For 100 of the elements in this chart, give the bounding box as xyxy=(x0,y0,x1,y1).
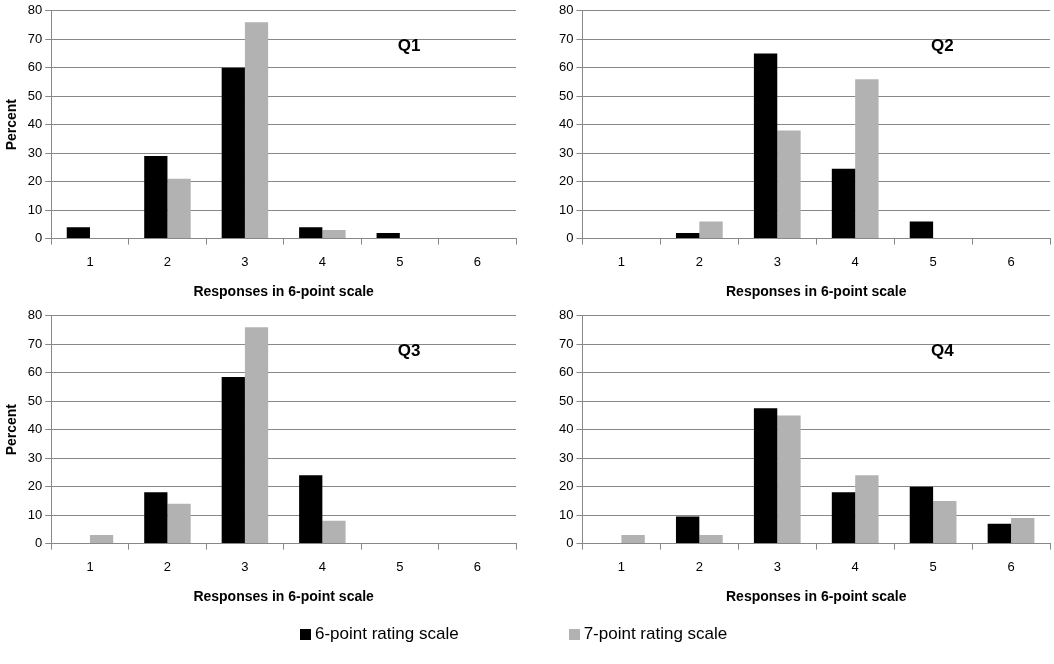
x-tick-label: 1 xyxy=(617,253,626,269)
y-tick-label: 30 xyxy=(558,144,574,160)
y-tick-label: 10 xyxy=(27,506,43,522)
bar xyxy=(987,523,1012,544)
bar xyxy=(144,492,168,544)
y-tick-label: 40 xyxy=(27,116,43,132)
y-tick-label: 40 xyxy=(27,421,43,437)
y-tick-label: 0 xyxy=(35,230,43,246)
y-tick-label: 0 xyxy=(35,535,43,551)
x-tick-label: 3 xyxy=(773,558,781,574)
x-tick-label: 1 xyxy=(86,253,94,269)
y-tick-label: 60 xyxy=(558,59,574,75)
x-tick-label: 2 xyxy=(163,253,172,269)
y-tick-label: 40 xyxy=(558,421,574,437)
y-tick-label: 80 xyxy=(27,2,43,18)
bar xyxy=(909,486,934,544)
bar xyxy=(244,22,269,239)
bar xyxy=(1011,517,1035,544)
y-tick-label: 50 xyxy=(558,392,574,408)
y-tick-label: 10 xyxy=(558,201,574,217)
annotation: Q4 xyxy=(931,340,955,360)
x-tick-label: 2 xyxy=(695,558,703,574)
y-tick-label: 70 xyxy=(27,335,43,351)
legend-label: 7-point rating scale xyxy=(583,624,728,644)
bar xyxy=(675,516,700,544)
bar xyxy=(777,130,801,239)
annotation: Q2 xyxy=(931,35,954,55)
y-tick-label: 80 xyxy=(558,307,574,323)
bar xyxy=(831,492,856,544)
x-tick-label: 5 xyxy=(396,253,404,269)
y-tick-label: 20 xyxy=(27,173,43,189)
x-axis-title: Responses in 6-point scale xyxy=(193,283,375,300)
y-tick-label: 30 xyxy=(558,449,574,465)
bar xyxy=(66,227,90,239)
y-tick-label: 20 xyxy=(27,478,43,494)
y-tick-label: 50 xyxy=(27,87,43,103)
y-tick-label: 50 xyxy=(27,392,43,408)
y-tick-label: 80 xyxy=(558,2,574,18)
y-tick-label: 10 xyxy=(27,201,43,217)
x-tick-label: 6 xyxy=(1007,558,1015,574)
bar xyxy=(299,227,323,239)
bar xyxy=(753,53,778,239)
annotation: Q3 xyxy=(397,340,421,360)
x-tick-label: 4 xyxy=(851,558,859,574)
y-tick-label: 70 xyxy=(558,30,574,46)
y-tick-label: 30 xyxy=(27,449,43,465)
y-axis-title: Percent xyxy=(3,403,20,456)
bar xyxy=(753,408,778,544)
y-tick-label: 50 xyxy=(558,87,574,103)
x-axis-title: Responses in 6-point scale xyxy=(725,283,907,300)
bar xyxy=(621,535,645,544)
x-tick-label: 3 xyxy=(241,253,249,269)
bar xyxy=(376,232,400,239)
x-tick-label: 3 xyxy=(773,253,781,269)
bar xyxy=(675,232,700,239)
bar xyxy=(244,327,269,544)
bar xyxy=(831,168,856,239)
x-tick-label: 5 xyxy=(929,558,937,574)
bar xyxy=(322,230,346,239)
bar xyxy=(221,377,245,544)
x-tick-label: 3 xyxy=(241,558,249,574)
x-tick-label: 5 xyxy=(929,253,937,269)
y-tick-label: 30 xyxy=(27,144,43,160)
x-tick-label: 4 xyxy=(318,558,326,574)
x-tick-label: 1 xyxy=(617,558,626,574)
y-tick-label: 20 xyxy=(558,173,574,189)
bar xyxy=(933,500,957,544)
bar xyxy=(699,221,723,239)
y-tick-label: 20 xyxy=(558,478,574,494)
y-tick-label: 10 xyxy=(558,506,574,522)
bar xyxy=(299,475,323,544)
annotation: Q1 xyxy=(397,35,421,55)
y-tick-label: 70 xyxy=(558,335,574,351)
bar xyxy=(855,475,879,544)
y-tick-label: 60 xyxy=(558,364,574,380)
x-tick-label: 2 xyxy=(695,253,703,269)
legend-label: 6-point rating scale xyxy=(315,624,459,644)
y-tick-label: 0 xyxy=(566,230,574,246)
x-tick-label: 4 xyxy=(851,253,859,269)
bar xyxy=(855,79,879,239)
bar xyxy=(144,156,168,239)
y-tick-label: 80 xyxy=(27,307,43,323)
x-tick-label: 1 xyxy=(86,558,94,574)
y-tick-label: 0 xyxy=(566,535,574,551)
x-tick-label: 6 xyxy=(1007,253,1015,269)
bar xyxy=(909,221,934,239)
y-tick-label: 70 xyxy=(27,30,43,46)
y-tick-label: 40 xyxy=(558,116,574,132)
bar xyxy=(89,535,114,544)
y-tick-label: 60 xyxy=(27,364,43,380)
x-axis-title: Responses in 6-point scale xyxy=(193,588,375,605)
bar xyxy=(167,503,191,544)
x-tick-label: 5 xyxy=(396,558,404,574)
bar xyxy=(699,535,723,544)
y-axis-title: Percent xyxy=(3,98,20,151)
bar xyxy=(777,415,801,544)
x-tick-label: 4 xyxy=(318,253,326,269)
bar xyxy=(221,67,245,239)
x-tick-label: 6 xyxy=(473,558,481,574)
x-axis-title: Responses in 6-point scale xyxy=(725,588,907,605)
